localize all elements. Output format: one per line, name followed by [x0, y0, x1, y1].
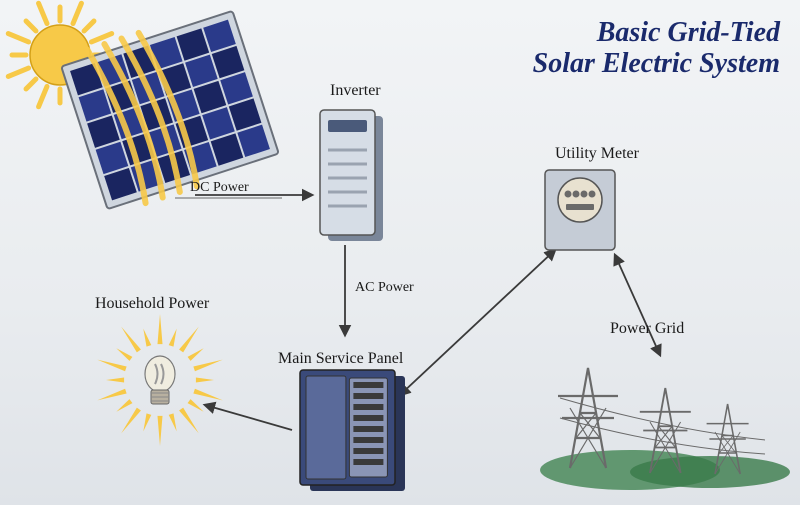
- service-panel-icon: [300, 370, 405, 491]
- label-inverter: Inverter: [330, 82, 381, 100]
- label-household-power: Household Power: [95, 295, 209, 313]
- label-ac-power: AC Power: [355, 280, 414, 296]
- lightbulb-icon: [97, 314, 223, 446]
- arrow-panel-to-meter: [400, 250, 555, 395]
- arrow-panel-to-bulb: [205, 405, 292, 430]
- arrow-meter-to-grid: [615, 255, 660, 355]
- utility-meter-icon: [545, 170, 615, 250]
- label-dc-power: DC Power: [190, 180, 249, 196]
- label-main-panel: Main Service Panel: [278, 350, 403, 368]
- inverter-icon: [320, 110, 383, 241]
- label-utility-meter: Utility Meter: [555, 145, 639, 163]
- diagram-canvas: [0, 0, 800, 505]
- label-power-grid: Power Grid: [610, 320, 684, 338]
- power-grid-icon: [540, 368, 790, 490]
